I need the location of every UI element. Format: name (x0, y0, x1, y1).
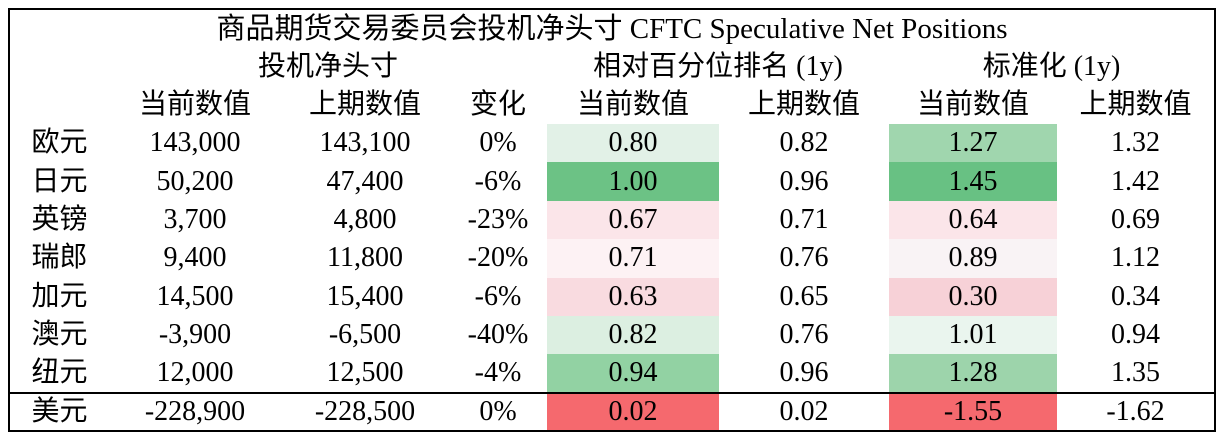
percentile-current-value: 0.80 (547, 124, 719, 163)
standardized-previous-value: 0.34 (1111, 280, 1161, 312)
group-header-standardized: 标准化 (1y) (982, 51, 1121, 82)
percentile-current-value: 1.00 (547, 162, 719, 201)
standardized-previous-value: 1.42 (1111, 165, 1161, 197)
standardized-previous-value: 1.32 (1111, 127, 1161, 159)
spec-current-value: -228,900 (109, 391, 281, 431)
standardized-current-value: 0.89 (889, 239, 1057, 278)
standardized-previous-value: 0.94 (1111, 319, 1161, 351)
currency-label: 英镑 (31, 203, 88, 235)
table-row: 加元 14,500 15,400 -6% 0.63 0.65 0.30 0.34 (9, 277, 1215, 316)
spec-current-value: -3,900 (158, 319, 232, 351)
percentile-previous-value: 0.71 (779, 203, 829, 235)
percentile-current-value: 0.82 (547, 315, 719, 355)
standardized-previous-value: -1.62 (1057, 391, 1216, 431)
group-header-percentile-rank: 相对百分位排名 (1y) (593, 51, 843, 82)
standardized-previous-value: 1.35 (1111, 356, 1161, 388)
standardized-current-value: 1.27 (889, 124, 1057, 163)
change-value: 0% (479, 127, 517, 159)
cftc-table: 商品期货交易委员会投机净头寸 CFTC Speculative Net Posi… (8, 8, 1217, 432)
cftc-positions-table: 商品期货交易委员会投机净头寸 CFTC Speculative Net Posi… (8, 8, 1217, 432)
spec-current-value: 3,700 (163, 203, 227, 235)
sub-header-spec-previous: 上期数值 (308, 89, 421, 120)
percentile-current-value: 0.71 (547, 239, 719, 278)
change-value: -40% (467, 319, 529, 351)
table-row: 欧元 143,000 143,100 0% 0.80 0.82 1.27 1.3… (9, 124, 1215, 163)
sub-header-pct-previous: 上期数值 (747, 89, 860, 120)
percentile-previous-value: 0.82 (779, 127, 829, 159)
standardized-current-value: -1.55 (889, 391, 1057, 431)
percentile-previous-value: 0.96 (779, 165, 829, 197)
standardized-current-value: 1.28 (889, 354, 1057, 393)
table-row: 日元 50,200 47,400 -6% 1.00 0.96 1.45 1.42 (9, 162, 1215, 201)
spec-current-value: 143,000 (149, 127, 241, 159)
table-row: 澳元 -3,900 -6,500 -40% 0.82 0.76 1.01 0.9… (9, 315, 1215, 355)
spec-current-value: 14,500 (156, 280, 234, 312)
standardized-current-value: 1.45 (889, 162, 1057, 201)
currency-label: 日元 (31, 165, 88, 197)
change-value: 0% (449, 391, 547, 431)
table-row: 瑞郎 9,400 11,800 -20% 0.71 0.76 0.89 1.12 (9, 239, 1215, 278)
spec-current-value: 50,200 (156, 165, 234, 197)
spec-previous-value: 143,100 (319, 127, 411, 159)
percentile-current-value: 0.67 (547, 200, 719, 240)
spec-previous-value: -6,500 (328, 319, 402, 351)
percentile-previous-value: 0.65 (779, 280, 829, 312)
currency-label: 澳元 (31, 319, 88, 351)
spec-current-value: 9,400 (163, 242, 227, 274)
spec-previous-value: 11,800 (327, 242, 403, 274)
percentile-current-value: 0.02 (547, 391, 719, 431)
sub-header-spec-current: 当前数值 (138, 89, 251, 120)
group-header-row: 投机净头寸 相对百分位排名 (1y) 标准化 (1y) (9, 48, 1215, 86)
sub-header-change: 变化 (469, 89, 526, 120)
spec-previous-value: -228,500 (281, 391, 449, 431)
currency-label: 美元 (9, 391, 109, 431)
spec-current-value: 12,000 (156, 356, 234, 388)
spec-previous-value: 12,500 (326, 356, 404, 388)
percentile-current-value: 0.94 (547, 354, 719, 393)
standardized-current-value: 1.01 (889, 315, 1057, 355)
group-header-speculative-net: 投机净头寸 (257, 51, 398, 82)
currency-label: 纽元 (31, 356, 88, 388)
standardized-current-value: 0.64 (889, 200, 1057, 240)
percentile-previous-value: 0.76 (779, 242, 829, 274)
table-row: 美元 -228,900 -228,500 0% 0.02 0.02 -1.55 … (9, 391, 1216, 431)
spec-previous-value: 4,800 (333, 203, 397, 235)
percentile-previous-value: 0.02 (719, 391, 889, 431)
change-value: -20% (467, 242, 529, 274)
standardized-previous-value: 0.69 (1111, 203, 1161, 235)
sub-header-std-previous: 上期数值 (1079, 89, 1192, 120)
percentile-previous-value: 0.76 (779, 319, 829, 351)
percentile-current-value: 0.63 (547, 277, 719, 316)
spec-previous-value: 47,400 (326, 165, 404, 197)
sub-header-spacer (9, 86, 109, 124)
standardized-previous-value: 1.12 (1111, 242, 1161, 274)
spec-previous-value: 15,400 (326, 280, 404, 312)
currency-label: 加元 (31, 280, 88, 312)
currency-label: 瑞郎 (31, 242, 88, 274)
sub-header-pct-current: 当前数值 (576, 89, 689, 120)
table-row: 纽元 12,000 12,500 -4% 0.94 0.96 1.28 1.35 (9, 354, 1215, 393)
change-value: -23% (467, 203, 529, 235)
change-value: -6% (474, 165, 522, 197)
table-body: 欧元 143,000 143,100 0% 0.80 0.82 1.27 1.3… (9, 124, 1216, 431)
percentile-previous-value: 0.96 (779, 356, 829, 388)
change-value: -6% (474, 280, 522, 312)
page-title: 商品期货交易委员会投机净头寸 CFTC Speculative Net Posi… (216, 12, 1008, 45)
currency-label: 欧元 (31, 127, 88, 159)
title-row: 商品期货交易委员会投机净头寸 CFTC Speculative Net Posi… (9, 9, 1215, 48)
sub-header-row: 当前数值 上期数值 变化 当前数值 上期数值 当前数值 上期数值 (9, 86, 1215, 124)
group-header-spacer (9, 48, 109, 86)
change-value: -4% (474, 356, 522, 388)
sub-header-std-current: 当前数值 (916, 89, 1029, 120)
table-row: 英镑 3,700 4,800 -23% 0.67 0.71 0.64 0.69 (9, 200, 1215, 240)
standardized-current-value: 0.30 (889, 277, 1057, 316)
